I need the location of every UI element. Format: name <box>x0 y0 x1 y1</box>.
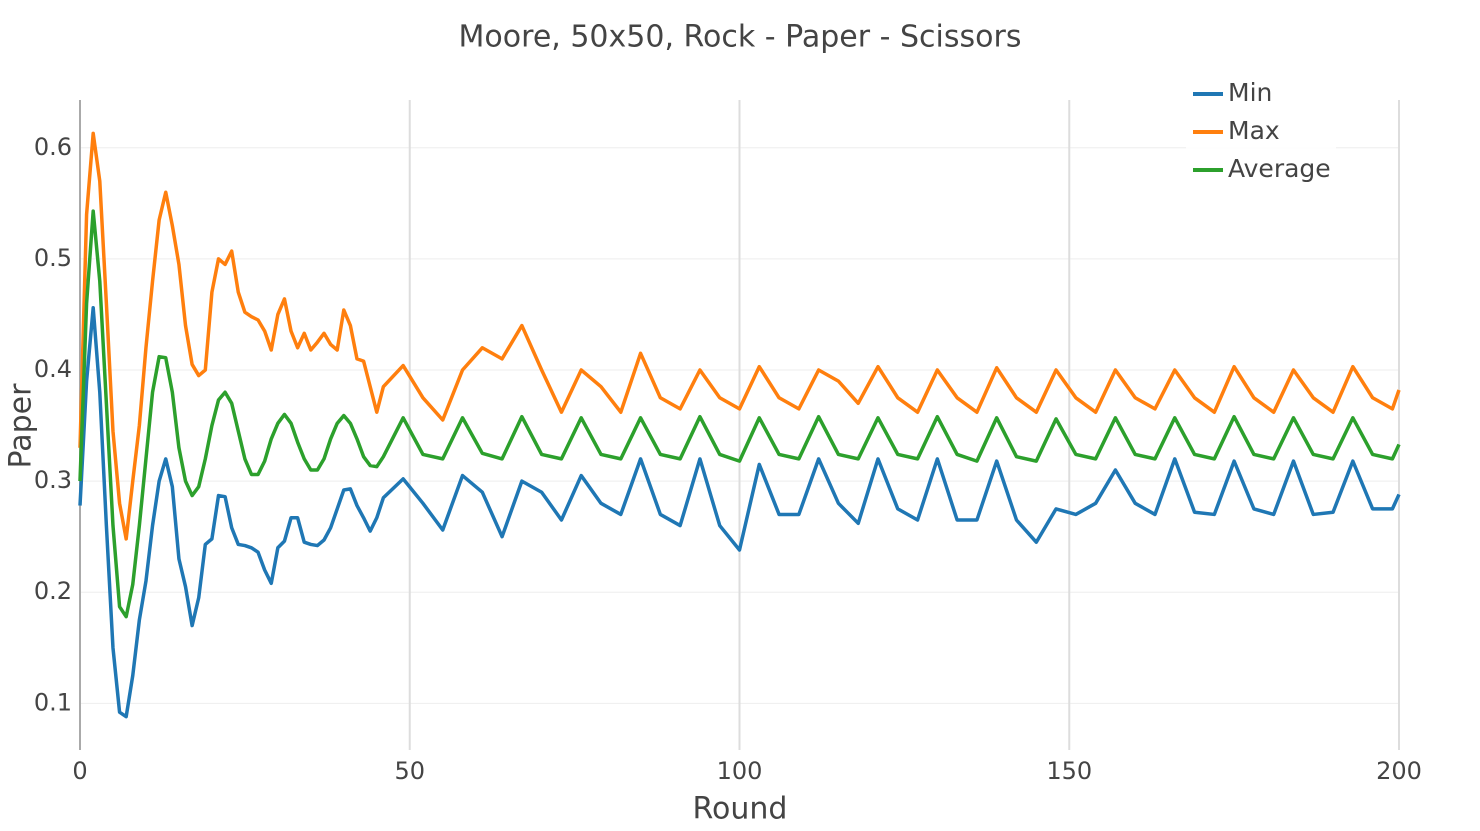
series-line <box>78 306 1401 719</box>
legend-label: Min <box>1228 78 1272 107</box>
y-tick-label: 0.6 <box>34 133 72 161</box>
chart-title: Moore, 50x50, Rock - Paper - Scissors <box>459 20 1022 55</box>
y-tick-label: 0.2 <box>34 577 72 605</box>
legend-label: Average <box>1228 154 1331 183</box>
x-tick-label: 100 <box>717 757 763 785</box>
y-axis-title: Paper <box>4 383 39 469</box>
x-axis-title: Round <box>693 792 788 827</box>
y-tick-label: 0.4 <box>34 355 72 383</box>
x-tick-label: 50 <box>394 757 425 785</box>
series-line <box>78 209 1401 619</box>
x-tick-label: 200 <box>1376 757 1422 785</box>
y-tick-label: 0.5 <box>34 244 72 272</box>
y-tick-label: 0.3 <box>34 466 72 494</box>
y-tick-label: 0.1 <box>34 688 72 716</box>
x-tick-label: 0 <box>72 757 87 785</box>
legend-label: Max <box>1228 116 1280 145</box>
x-tick-label: 150 <box>1046 757 1092 785</box>
series-line <box>78 131 1401 541</box>
